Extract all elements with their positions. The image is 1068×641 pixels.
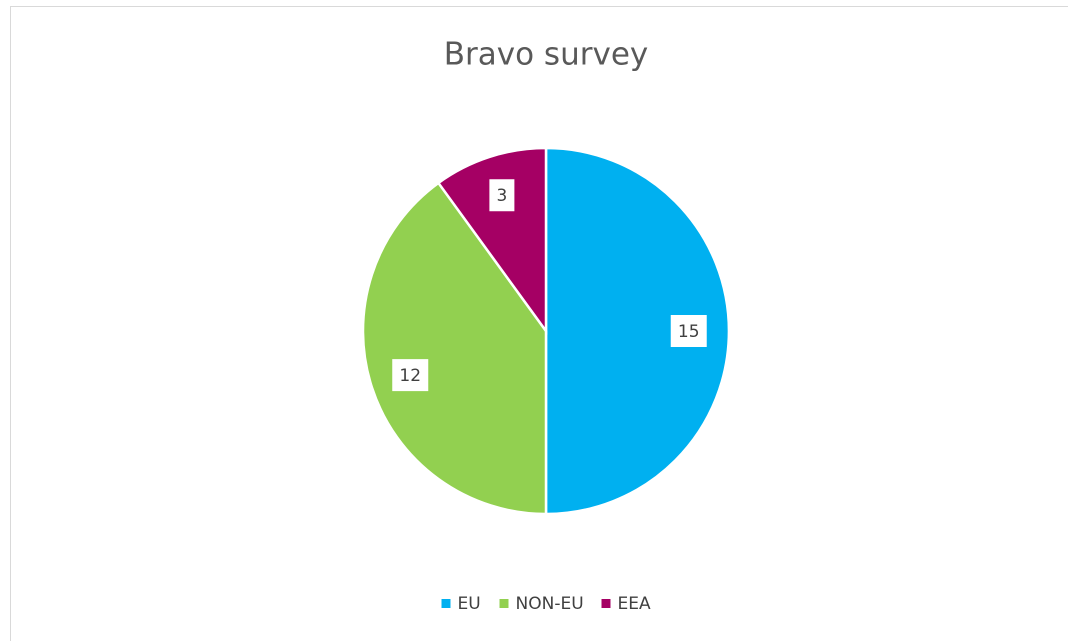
data-label: 15: [678, 322, 700, 342]
legend-label: EU: [458, 594, 481, 614]
data-label: 12: [399, 366, 421, 386]
pie-slice: [436, 146, 548, 335]
data-label-box: [489, 179, 515, 212]
legend-swatch: [601, 599, 611, 608]
data-label-box: [670, 315, 707, 347]
data-label: 3: [496, 186, 507, 206]
legend-label: NON-EU: [516, 594, 584, 614]
pie-slice: [544, 146, 731, 516]
data-label-box: [392, 359, 429, 392]
pie-slice: [361, 181, 548, 516]
legend-swatch: [441, 599, 451, 608]
legend-label: EEA: [618, 594, 651, 614]
chart-title: Bravo survey: [444, 37, 648, 73]
legend-swatch: [499, 599, 509, 608]
